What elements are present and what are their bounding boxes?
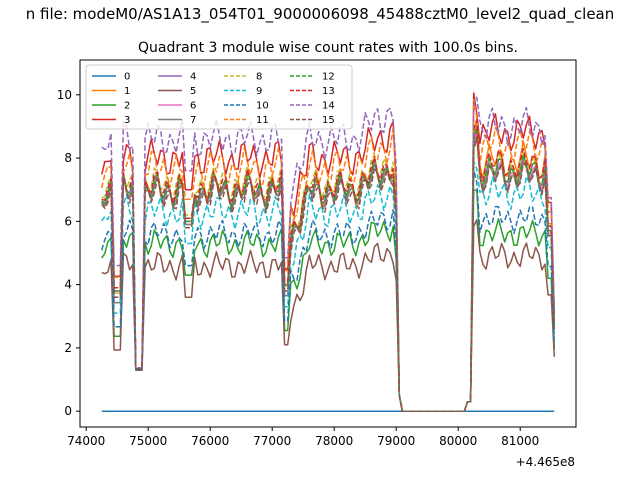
y-tick-label: 0 [64,404,72,418]
y-tick-label: 4 [64,278,72,292]
axes-frame [79,59,577,428]
series-lines [100,92,556,412]
x-tick-label: 74000 [67,434,105,448]
series-line-12 [101,126,556,412]
series-line-10 [100,168,556,412]
x-tick-label: 78000 [315,434,353,448]
series-line-14 [101,96,556,412]
x-axis-offset-label: +4.465e8 [516,455,575,469]
x-tick-label: 77000 [253,434,291,448]
legend-label-10: 10 [256,101,269,112]
y-tick-label: 2 [64,341,72,355]
y-tick-label: 6 [64,214,72,228]
chart-title: Quadrant 3 module wise count rates with … [138,40,518,56]
legend-label-15: 15 [322,115,335,126]
legend-label-5: 5 [190,86,196,97]
legend-label-6: 6 [190,101,196,112]
legend-label-9: 9 [256,86,262,97]
x-tick-label: 81000 [501,434,539,448]
legend-label-8: 8 [256,72,262,83]
legend-label-3: 3 [124,115,130,126]
legend-label-12: 12 [322,72,335,83]
series-line-15 [101,137,556,412]
legend-label-13: 13 [322,86,335,97]
legend-label-7: 7 [190,115,196,126]
legend-label-4: 4 [190,72,196,83]
legend-label-1: 1 [124,86,130,97]
y-tick-label: 8 [64,151,72,165]
legend-label-2: 2 [124,101,130,112]
y-tick-label: 10 [57,88,72,102]
figure-suptitle: n file: modeM0/AS1A13_054T01_9000006098_… [26,5,615,24]
legend-label-11: 11 [256,115,269,126]
x-axis: 74000 75000 76000 77000 78000 79000 80000 81000 [67,427,539,448]
x-tick-label: 75000 [129,434,167,448]
legend-box [85,64,353,130]
series-line-9 [101,160,556,412]
legend-label-14: 14 [322,101,335,112]
legend-label-0: 0 [124,72,130,83]
x-tick-label: 80000 [439,434,477,448]
x-tick-label: 79000 [377,434,415,448]
y-axis: 0 2 4 6 8 10 [57,88,80,418]
x-tick-label: 76000 [191,434,229,448]
series-line-5 [101,219,556,412]
